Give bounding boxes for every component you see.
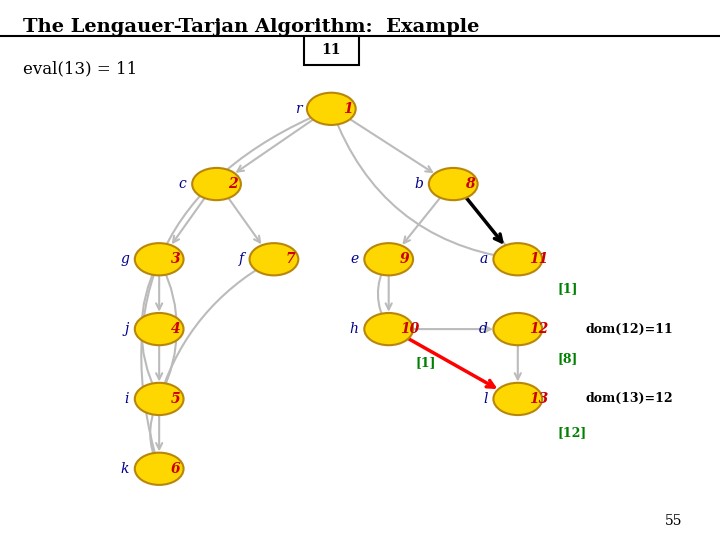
Text: d: d — [479, 322, 487, 336]
Text: 55: 55 — [665, 514, 683, 528]
Text: 3: 3 — [171, 252, 180, 266]
Ellipse shape — [135, 313, 184, 345]
Ellipse shape — [135, 243, 184, 275]
Text: 8: 8 — [464, 177, 474, 191]
Text: [1]: [1] — [416, 356, 436, 369]
Ellipse shape — [429, 168, 477, 200]
Text: [1]: [1] — [557, 282, 577, 295]
Text: c: c — [179, 177, 186, 191]
Text: 4: 4 — [171, 322, 180, 336]
Text: k: k — [121, 462, 129, 476]
Text: The Lengauer-Tarjan Algorithm:  Example: The Lengauer-Tarjan Algorithm: Example — [23, 17, 480, 36]
Ellipse shape — [192, 168, 241, 200]
Ellipse shape — [135, 453, 184, 485]
Ellipse shape — [250, 243, 298, 275]
Text: g: g — [120, 252, 129, 266]
Text: e: e — [351, 252, 359, 266]
Text: 10: 10 — [400, 322, 420, 336]
Text: 6: 6 — [171, 462, 180, 476]
Text: [12]: [12] — [557, 426, 587, 438]
Text: eval(13) = 11: eval(13) = 11 — [23, 60, 137, 77]
Text: 11: 11 — [529, 252, 549, 266]
Ellipse shape — [364, 313, 413, 345]
Ellipse shape — [493, 243, 542, 275]
Text: 13: 13 — [529, 392, 549, 406]
Text: 5: 5 — [171, 392, 180, 406]
Text: j: j — [125, 322, 129, 336]
Text: 1: 1 — [343, 102, 352, 116]
Text: l: l — [483, 392, 487, 406]
Text: b: b — [414, 177, 423, 191]
Text: h: h — [350, 322, 359, 336]
Text: 7: 7 — [285, 252, 295, 266]
Text: [8]: [8] — [557, 352, 577, 365]
Text: 12: 12 — [529, 322, 549, 336]
Text: r: r — [294, 102, 301, 116]
Text: dom(12)=11: dom(12)=11 — [586, 322, 674, 335]
Text: 11: 11 — [322, 43, 341, 57]
Text: 9: 9 — [400, 252, 410, 266]
Ellipse shape — [135, 383, 184, 415]
Text: a: a — [480, 252, 487, 266]
Ellipse shape — [493, 313, 542, 345]
Ellipse shape — [307, 93, 356, 125]
Ellipse shape — [493, 383, 542, 415]
Text: 2: 2 — [228, 177, 238, 191]
Text: f: f — [239, 252, 244, 266]
Text: dom(13)=12: dom(13)=12 — [586, 393, 673, 406]
FancyBboxPatch shape — [304, 36, 359, 65]
Ellipse shape — [364, 243, 413, 275]
Text: i: i — [125, 392, 129, 406]
